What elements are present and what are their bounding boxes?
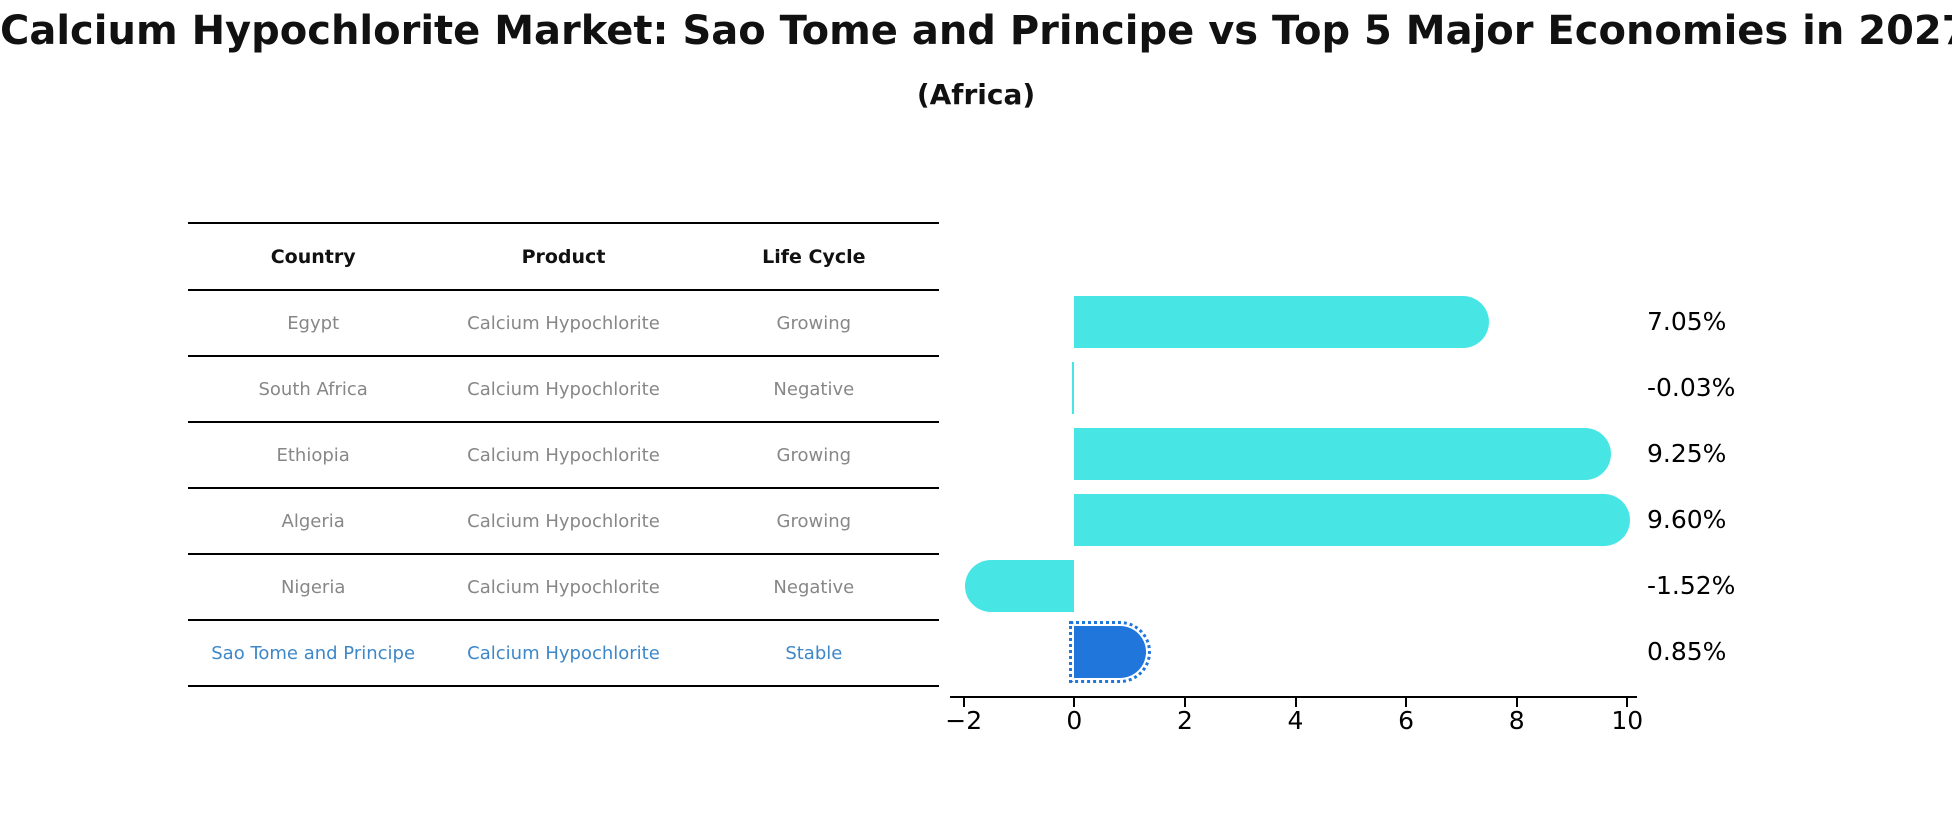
table-row: Ethiopia Calcium Hypochlorite Growing xyxy=(188,423,939,489)
col-header-product: Product xyxy=(521,245,606,268)
bar-value-label: 9.60% xyxy=(1647,505,1727,534)
x-axis-tick-label: 0 xyxy=(1066,706,1083,735)
cell-lifecycle: Growing xyxy=(776,312,852,334)
x-axis-tick-label: 10 xyxy=(1611,706,1644,735)
col-header-lifecycle: Life Cycle xyxy=(762,245,866,268)
bar-value-label: -1.52% xyxy=(1647,571,1736,600)
cell-country: Sao Tome and Principe xyxy=(211,642,416,664)
cell-product: Calcium Hypochlorite xyxy=(467,312,660,334)
x-axis-tick xyxy=(1405,698,1408,707)
cell-country: Algeria xyxy=(281,510,345,532)
x-axis-tick-label: 8 xyxy=(1508,706,1525,735)
x-axis-tick-label: −2 xyxy=(945,706,983,735)
cell-country: Egypt xyxy=(287,312,340,334)
bar-value-label: 7.05% xyxy=(1647,307,1727,336)
x-axis-tick xyxy=(1294,698,1297,707)
table-row: Sao Tome and Principe Calcium Hypochlorit… xyxy=(188,621,939,687)
cell-product: Calcium Hypochlorite xyxy=(467,378,660,400)
chart-subtitle: (Africa) xyxy=(916,78,1036,111)
x-axis-tick-label: 2 xyxy=(1176,706,1193,735)
bar-sao-tome-and-principe xyxy=(1069,621,1152,683)
table-body: Egypt Calcium Hypochlorite Growing South Af… xyxy=(188,291,939,687)
x-axis-tick xyxy=(1626,698,1629,707)
bar-value-label: -0.03% xyxy=(1647,373,1736,402)
cell-product: Calcium Hypochlorite xyxy=(467,444,660,466)
cell-lifecycle: Growing xyxy=(776,510,852,532)
x-axis-tick xyxy=(1515,698,1518,707)
cell-country: Nigeria xyxy=(280,576,346,598)
x-axis-tick xyxy=(962,698,965,707)
cell-product: Calcium Hypochlorite xyxy=(467,576,660,598)
col-header-country: Country xyxy=(270,245,356,268)
bar-value-label: 0.85% xyxy=(1647,637,1727,666)
bar-egypt xyxy=(1074,296,1490,348)
bar-ethiopia xyxy=(1074,428,1611,480)
cell-product: Calcium Hypochlorite xyxy=(467,510,660,532)
cell-country: South Africa xyxy=(258,378,368,400)
bar-south-africa xyxy=(1071,362,1075,414)
bar-algeria xyxy=(1074,494,1631,546)
table-header-row: Country Product Life Cycle xyxy=(188,224,939,291)
table-row: Egypt Calcium Hypochlorite Growing xyxy=(188,291,939,357)
chart-title: Calcium Hypochlorite Market: Sao Tome an… xyxy=(0,8,1952,54)
x-axis-line xyxy=(950,696,1637,698)
table-row: Algeria Calcium Hypochlorite Growing xyxy=(188,489,939,555)
table-row: South Africa Calcium Hypochlorite Negative xyxy=(188,357,939,423)
x-axis-tick-label: 6 xyxy=(1398,706,1415,735)
cell-lifecycle: Negative xyxy=(773,576,855,598)
cell-lifecycle: Negative xyxy=(773,378,855,400)
cell-country: Ethiopia xyxy=(276,444,350,466)
cell-product: Calcium Hypochlorite xyxy=(467,642,660,664)
cell-lifecycle: Growing xyxy=(776,444,852,466)
cell-lifecycle: Stable xyxy=(785,642,843,664)
bar-value-label: 9.25% xyxy=(1647,439,1727,468)
bar-nigeria xyxy=(965,560,1075,612)
x-axis-tick-label: 4 xyxy=(1287,706,1304,735)
info-table: Country Product Life Cycle Egypt Calcium … xyxy=(188,222,939,687)
table-row: Nigeria Calcium Hypochlorite Negative xyxy=(188,555,939,621)
x-axis-tick xyxy=(1073,698,1076,707)
x-axis-tick xyxy=(1183,698,1186,707)
